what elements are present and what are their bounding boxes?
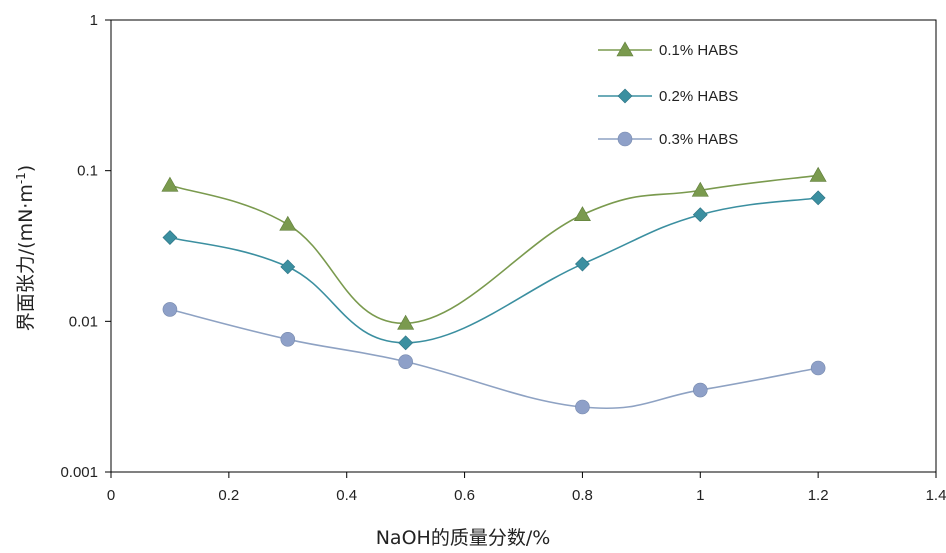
y-axis-title-close: ) — [15, 165, 37, 172]
data-point — [279, 215, 297, 231]
y-axis-title-main: 界面张力/(mN·m — [15, 184, 37, 331]
data-point — [398, 335, 414, 351]
legend-item: 0.3% HABS — [598, 131, 738, 148]
y-axis-ticks: 0.001 0.01 0.1 1 — [60, 12, 111, 481]
legend-label: 0.1% HABS — [659, 42, 738, 59]
series-1 — [161, 166, 827, 330]
y-axis-title: 界面张力/(mN·m-1) — [14, 165, 37, 331]
data-point — [810, 360, 826, 376]
x-tick-label: 1.4 — [926, 487, 946, 504]
series-2 — [162, 190, 826, 351]
series-line — [169, 174, 819, 325]
data-point — [692, 382, 708, 398]
legend-marker — [617, 88, 633, 104]
x-tick-label: 1.2 — [808, 487, 829, 504]
x-tick-label: 0.6 — [454, 487, 475, 504]
data-point — [162, 230, 178, 245]
legend-label: 0.2% HABS — [659, 88, 738, 105]
data-point — [810, 190, 826, 206]
data-point — [161, 176, 179, 192]
legend: 0.1% HABS 0.2% HABS 0.3% HABS — [598, 41, 738, 148]
series-line — [169, 197, 819, 344]
y-tick-label: 0.1 — [77, 163, 98, 180]
legend-item: 0.2% HABS — [598, 88, 738, 105]
data-point — [575, 399, 590, 415]
legend-item: 0.1% HABS — [598, 41, 738, 59]
series-layer — [161, 166, 827, 415]
data-point — [280, 259, 296, 275]
data-point — [575, 256, 590, 272]
data-point — [397, 314, 415, 330]
y-tick-label: 0.001 — [60, 464, 98, 481]
data-point — [398, 354, 413, 369]
y-tick-label: 0.01 — [69, 313, 98, 330]
data-point — [162, 302, 178, 317]
x-tick-label: 0.4 — [336, 487, 357, 504]
series-3 — [162, 302, 826, 415]
legend-marker — [617, 131, 633, 147]
legend-marker — [616, 41, 634, 57]
data-point — [692, 207, 708, 223]
plot-area-border — [110, 19, 937, 473]
legend-label: 0.3% HABS — [659, 131, 738, 148]
x-tick-label: 1 — [696, 487, 704, 504]
plot-frame — [110, 19, 937, 473]
data-point — [809, 166, 827, 182]
data-point — [573, 206, 591, 222]
y-axis-title-superscript: -1 — [14, 172, 28, 184]
data-point — [280, 331, 296, 347]
data-point — [691, 181, 709, 197]
x-axis-ticks: 0 0.2 0.4 0.6 0.8 1 1.2 1.4 — [107, 472, 946, 504]
x-tick-label: 0 — [107, 487, 115, 504]
x-axis-title: NaOH的质量分数/% — [376, 527, 551, 549]
x-tick-label: 0.8 — [572, 487, 593, 504]
y-tick-label: 1 — [90, 12, 98, 29]
series-line — [169, 308, 819, 410]
x-tick-label: 0.2 — [218, 487, 239, 504]
